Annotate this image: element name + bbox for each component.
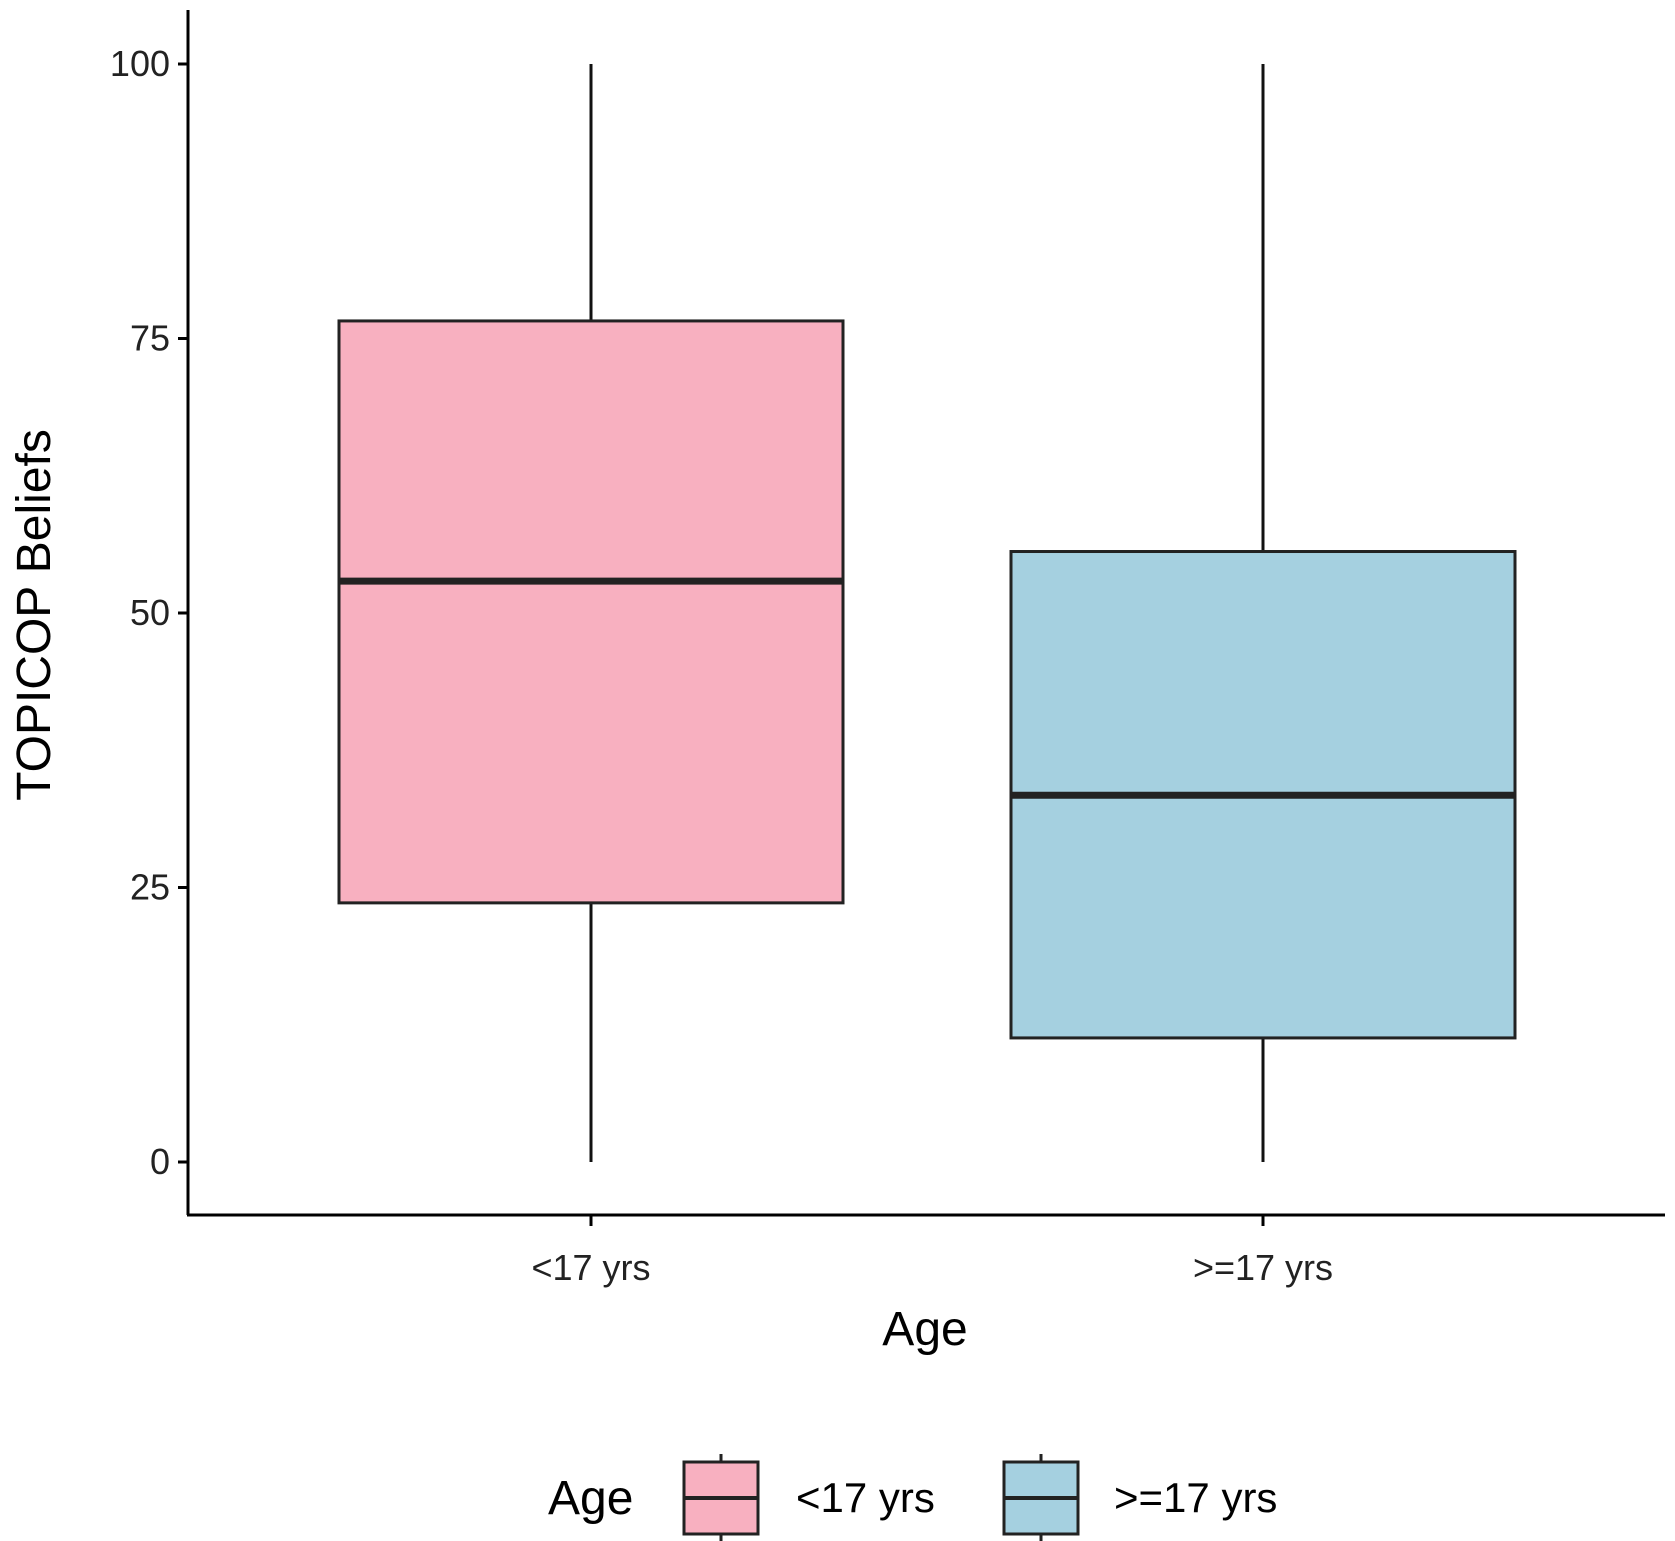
box-1 [337,64,845,1162]
legend-label: <17 yrs [796,1474,935,1521]
legend-item: <17 yrs [682,1454,935,1541]
y-tick-label: 75 [130,318,170,359]
x-axis-title: Age [882,1303,967,1356]
legend-title: Age [548,1472,633,1525]
legend: Age <17 yrs >=17 yrs [548,1454,1277,1541]
y-tick-label: 50 [130,592,170,633]
y-tick-label: 0 [150,1141,170,1182]
box-iqr [337,319,845,905]
box-2 [1009,64,1517,1162]
x-tick-label: <17 yrs [531,1247,650,1288]
legend-label: >=17 yrs [1114,1474,1277,1521]
y-tick-label: 25 [130,867,170,908]
x-tick-label: >=17 yrs [1193,1247,1333,1288]
y-axis-title: TOPICOP Beliefs [8,429,61,801]
legend-item: >=17 yrs [1002,1454,1277,1541]
y-tick-label: 100 [110,43,170,84]
